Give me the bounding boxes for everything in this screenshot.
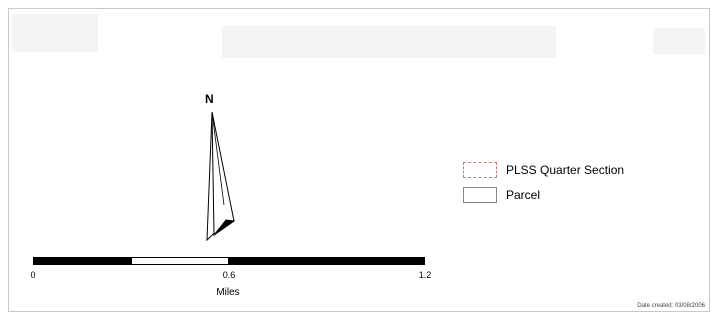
scale-tick-label: 0.6	[222, 270, 236, 280]
date-created: Date created: 03/08/2006	[637, 303, 705, 309]
solid-outline-icon	[463, 187, 497, 203]
dashed-outline-icon	[463, 162, 497, 178]
legend-item-plss-quarter-section: PLSS Quarter Section	[463, 159, 624, 181]
north-label: N	[205, 92, 214, 106]
scale-tick-label: 1.2	[418, 270, 432, 280]
title-placeholder	[222, 26, 556, 58]
legend-item-parcel: Parcel	[463, 184, 624, 206]
north-arrow-icon	[206, 111, 236, 242]
legend-label: PLSS Quarter Section	[506, 163, 625, 177]
scale-bar-segment	[229, 257, 425, 265]
scale-bar-segment	[131, 257, 229, 265]
scale-bar	[33, 257, 425, 265]
scale-units-label: Miles	[216, 287, 240, 298]
legend-label: Parcel	[506, 188, 541, 202]
header-right-placeholder	[653, 28, 705, 54]
legend: PLSS Quarter Section Parcel	[463, 159, 624, 209]
scale-bar-segment	[33, 257, 131, 265]
scale-tick-label: 0	[30, 270, 36, 280]
logo-placeholder	[12, 14, 98, 52]
